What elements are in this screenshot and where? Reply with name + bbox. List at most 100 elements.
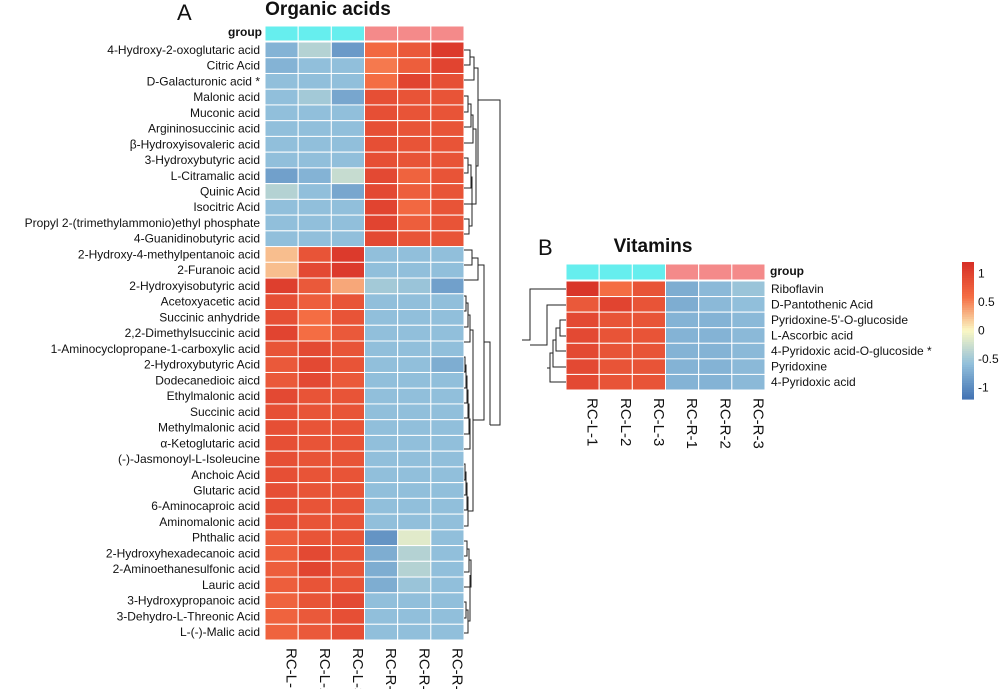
- heatmap-cell: [430, 214, 465, 232]
- column-label: RC-L-2: [316, 648, 333, 689]
- group-cell: [565, 263, 600, 281]
- heatmap-cell: [330, 497, 366, 515]
- heatmap-cell: [330, 513, 366, 531]
- heatmap-cell: [430, 497, 465, 515]
- heatmap-cell: [430, 104, 465, 122]
- heatmap-cell: [330, 293, 366, 311]
- heatmap-cell: [430, 608, 465, 625]
- heatmap-cell: [264, 120, 299, 137]
- heatmap-cell: [397, 434, 432, 452]
- heatmap-cell: [330, 246, 366, 263]
- heatmap-cell: [330, 88, 366, 106]
- heatmap-cell: [264, 403, 299, 421]
- heatmap-cell: [264, 623, 299, 641]
- heatmap-cell: [397, 309, 432, 326]
- heatmap-cell: [264, 608, 299, 625]
- heatmap-cell: [364, 482, 399, 499]
- group-cell: [264, 25, 299, 42]
- heatmap-cell: [665, 358, 700, 375]
- heatmap-cell: [330, 72, 366, 90]
- heatmap-cell: [430, 576, 465, 594]
- heatmap-cell: [430, 623, 465, 641]
- heatmap-cell: [297, 88, 332, 106]
- legend-tick-label: 1: [978, 266, 985, 280]
- legend-gradient-step: [962, 369, 974, 373]
- legend-gradient-step: [962, 376, 974, 380]
- column-label: RC-R-1: [683, 398, 700, 449]
- heatmap-cell: [364, 623, 399, 641]
- heatmap-cell: [598, 296, 633, 313]
- heatmap-cell: [397, 135, 432, 153]
- panel-b-title: Vitamins: [614, 236, 693, 257]
- heatmap-cell: [330, 419, 366, 436]
- row-label: L-Ascorbic acid: [771, 329, 853, 343]
- panel-b-row-dendrogram: [522, 288, 566, 383]
- heatmap-cell: [430, 434, 465, 452]
- legend-gradient-step: [962, 387, 974, 391]
- row-label: Glutaric acid: [193, 484, 260, 498]
- legend-gradient-step: [962, 305, 974, 309]
- row-label: D-Galacturonic acid *: [147, 74, 261, 88]
- heatmap-cell: [264, 434, 299, 452]
- heatmap-cell: [397, 356, 432, 373]
- row-label: Citric Acid: [207, 59, 260, 73]
- column-label: RC-L-1: [283, 648, 300, 689]
- heatmap-cell: [364, 214, 399, 232]
- heatmap-cell: [297, 513, 332, 531]
- row-label: Acetoxyacetic acid: [161, 295, 260, 309]
- heatmap-cell: [297, 277, 332, 295]
- heatmap-cell: [397, 387, 432, 405]
- row-label: Propyl 2-(trimethylammonio)ethyl phospha…: [25, 216, 261, 230]
- legend-gradient-step: [962, 351, 974, 354]
- heatmap-cell: [364, 466, 399, 484]
- heatmap-cell: [297, 529, 332, 547]
- heatmap-cell: [364, 277, 399, 295]
- heatmap-cell: [330, 545, 366, 562]
- heatmap-cell: [330, 214, 366, 232]
- heatmap-cell: [397, 371, 432, 389]
- heatmap-cell: [330, 560, 366, 578]
- legend-gradient-step: [962, 319, 974, 322]
- legend-tick-label: -1: [978, 381, 989, 395]
- legend-gradient-step: [962, 335, 974, 338]
- heatmap-cell: [598, 358, 633, 375]
- heatmap-cell: [264, 183, 299, 200]
- heatmap-cell: [330, 324, 366, 342]
- heatmap-cell: [297, 387, 332, 405]
- heatmap-cell: [430, 135, 465, 153]
- heatmap-cell: [397, 151, 432, 169]
- heatmap-cell: [364, 309, 399, 326]
- heatmap-cell: [364, 434, 399, 452]
- heatmap-cell: [330, 309, 366, 326]
- heatmap-cell: [430, 513, 465, 531]
- heatmap-cell: [397, 198, 432, 216]
- heatmap-cell: [397, 293, 432, 311]
- legend-gradient-step: [962, 323, 974, 327]
- heatmap-cell: [330, 608, 366, 625]
- heatmap-cell: [397, 214, 432, 232]
- heatmap-cell: [330, 356, 366, 373]
- heatmap-cell: [665, 373, 700, 391]
- row-label: 2-Hydroxybutyric Acid: [144, 358, 260, 372]
- legend-gradient-step: [962, 339, 974, 343]
- heatmap-cell: [731, 358, 766, 375]
- heatmap-cell: [297, 356, 332, 373]
- legend-gradient-step: [962, 357, 974, 361]
- heatmap-cell: [330, 592, 366, 610]
- heatmap-cell: [330, 371, 366, 389]
- heatmap-cell: [264, 41, 299, 59]
- heatmap-cell: [430, 560, 465, 578]
- heatmap-cell: [264, 592, 299, 610]
- heatmap-cell: [430, 72, 465, 90]
- heatmap-cell: [297, 482, 332, 499]
- heatmap-cell: [297, 576, 332, 594]
- group-cell: [330, 25, 366, 42]
- heatmap-cell: [631, 327, 666, 344]
- heatmap-cell: [364, 529, 399, 547]
- heatmap-cell: [364, 340, 399, 358]
- heatmap-cell: [364, 560, 399, 578]
- heatmap-cell: [297, 293, 332, 311]
- heatmap-cell: [430, 387, 465, 405]
- group-cell: [364, 25, 399, 42]
